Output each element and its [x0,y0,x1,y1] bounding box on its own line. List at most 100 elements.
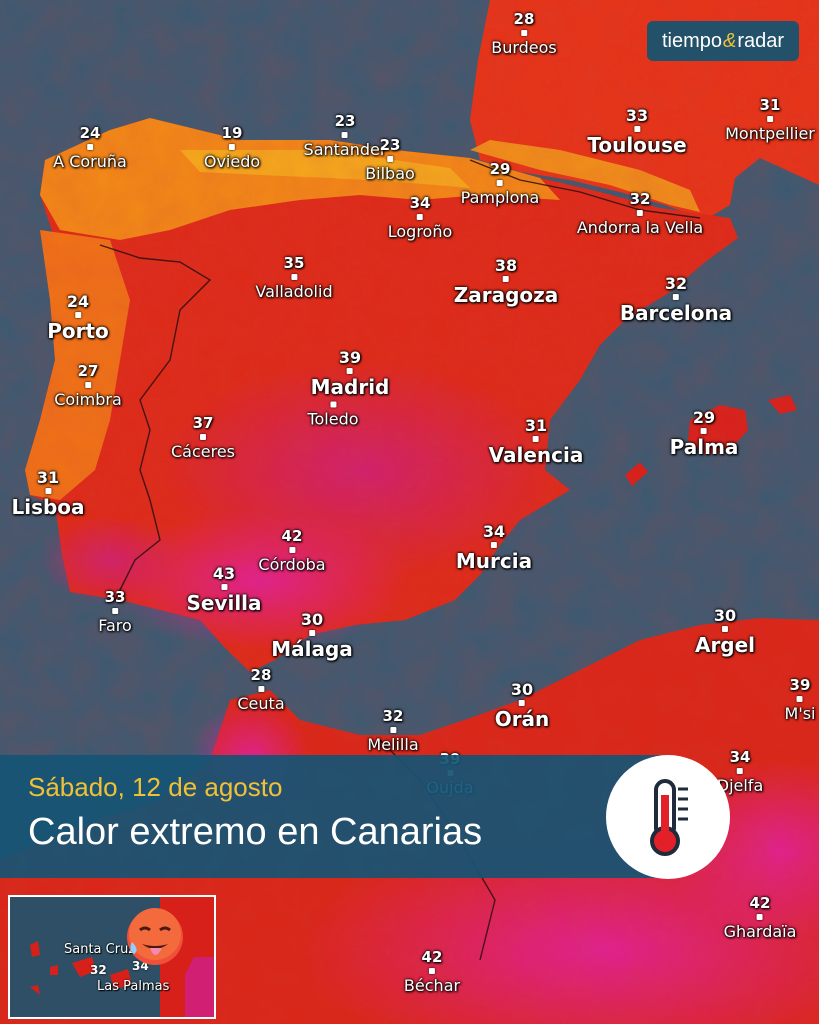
city-temp: 42 [749,894,771,912]
city-label-pamplona: 29 Pamplona [460,161,540,208]
city-label-bechar: 42 Béchar [404,948,460,996]
city-temp: 33 [625,106,649,125]
city-temp: 23 [379,136,401,154]
city-label-cordoba: 42 Córdoba [258,528,326,575]
city-marker [112,608,118,614]
city-name: M'si [784,704,816,723]
city-label-burdeos: 28 Burdeos [491,10,557,58]
city-label-lisboa: 31 Lisboa [11,469,84,519]
city-name: Córdoba [258,555,326,574]
city-label-valencia: 31 Valencia [489,417,584,467]
city-name: Orán [494,707,550,731]
city-name: Toulouse [587,133,687,157]
city-marker [45,488,51,494]
thermometer-badge [606,755,730,879]
city-label-palma: 29 Palma [670,409,739,459]
city-marker [329,401,336,408]
city-marker [257,686,264,692]
city-temp: 29 [692,408,716,427]
city-label-madrid: 39 Madrid [311,349,390,399]
city-label-andorra: 32 Andorra la Vella [576,191,704,238]
city-temp: 23 [334,112,356,130]
city-marker [389,727,396,733]
city-name: Djelfa [716,776,764,795]
canary-islands-map [10,897,214,1017]
city-name: Valladolid [255,282,333,301]
city-label-toulouse: 33 Toulouse [587,107,686,157]
city-label-montpellier: 31 Montpellier [725,96,815,144]
headline-banner: Sábado, 12 de agosto Calor extremo en Ca… [0,755,672,878]
city-temp: 34 [409,194,431,212]
city-marker [672,294,679,300]
city-temp: 38 [494,256,518,275]
city-name: Montpellier [725,124,815,143]
city-temp: 30 [510,680,534,699]
city-temp: 31 [759,96,781,114]
city-marker [721,626,728,632]
city-marker [428,968,435,974]
city-temp: 34 [729,748,751,766]
city-label-murcia: 34 Murcia [456,523,532,573]
city-temp: 24 [79,124,101,142]
city-label-argel: 30 Argel [695,607,755,657]
city-name: Toledo [307,409,359,429]
city-marker [220,584,227,590]
city-name: Málaga [271,637,353,661]
inset-label-santa-cruz: Santa Cruz [64,942,136,957]
brand-word-2: radar [737,29,785,52]
inset-label-las-palmas: Las Palmas [97,979,170,994]
city-label-bilbao: 23 Bilbao [365,136,415,184]
brand-logo: tiempo & radar [647,21,799,61]
city-name: Bilbao [365,164,415,183]
city-name: Madrid [310,375,390,399]
city-temp: 39 [789,676,811,694]
city-marker [491,542,497,548]
city-marker [347,368,353,374]
city-marker [634,126,640,132]
city-marker [737,768,743,774]
city-name: Burdeos [491,38,557,57]
city-temp: 32 [664,274,688,293]
city-marker [533,436,539,442]
hot-face-emoji-icon [127,908,183,965]
city-marker [518,700,525,706]
city-label-sevilla: 43 Sevilla [186,565,261,615]
city-label-coimbra: 27 Coimbra [54,363,122,410]
city-marker [288,547,295,553]
city-name: Santander [303,140,387,159]
city-temp: 28 [513,10,535,28]
city-marker [200,434,206,440]
city-marker [503,276,509,282]
thermometer-icon [650,779,688,856]
city-marker [387,156,393,162]
city-label-logrono: 34 Logroño [388,194,453,242]
city-temp: 42 [421,948,443,966]
city-name: Andorra la Vella [576,218,704,237]
city-label-a-coruna: 24 A Coruña [53,124,127,172]
city-marker [85,382,91,388]
city-marker [497,180,503,186]
city-name: Ghardaïa [723,922,797,941]
city-marker [701,428,707,434]
canary-islands-inset: Santa Cruz 32 34 Las Palmas [8,895,216,1019]
city-label-melilla: 32 Melilla [367,708,418,755]
city-label-toledo: Toledo [307,400,359,429]
city-marker [417,214,423,220]
city-marker [75,312,81,318]
city-temp: 39 [338,348,362,367]
city-label-valladolid: 35 Valladolid [255,254,333,302]
city-label-caceres: 37 Cáceres [171,415,235,462]
city-name: Ceuta [237,694,285,713]
city-temp: 28 [250,666,272,684]
city-marker [637,210,643,216]
city-temp: 24 [66,292,90,311]
city-temp: 33 [104,588,126,606]
city-label-oran: 30 Orán [495,681,550,731]
city-marker [309,630,315,636]
city-marker [766,116,773,122]
city-temp: 30 [300,610,324,629]
city-name: Coimbra [54,390,122,409]
city-name: Pamplona [460,188,540,207]
city-temp: 43 [212,564,236,583]
city-temp: 35 [283,254,305,272]
